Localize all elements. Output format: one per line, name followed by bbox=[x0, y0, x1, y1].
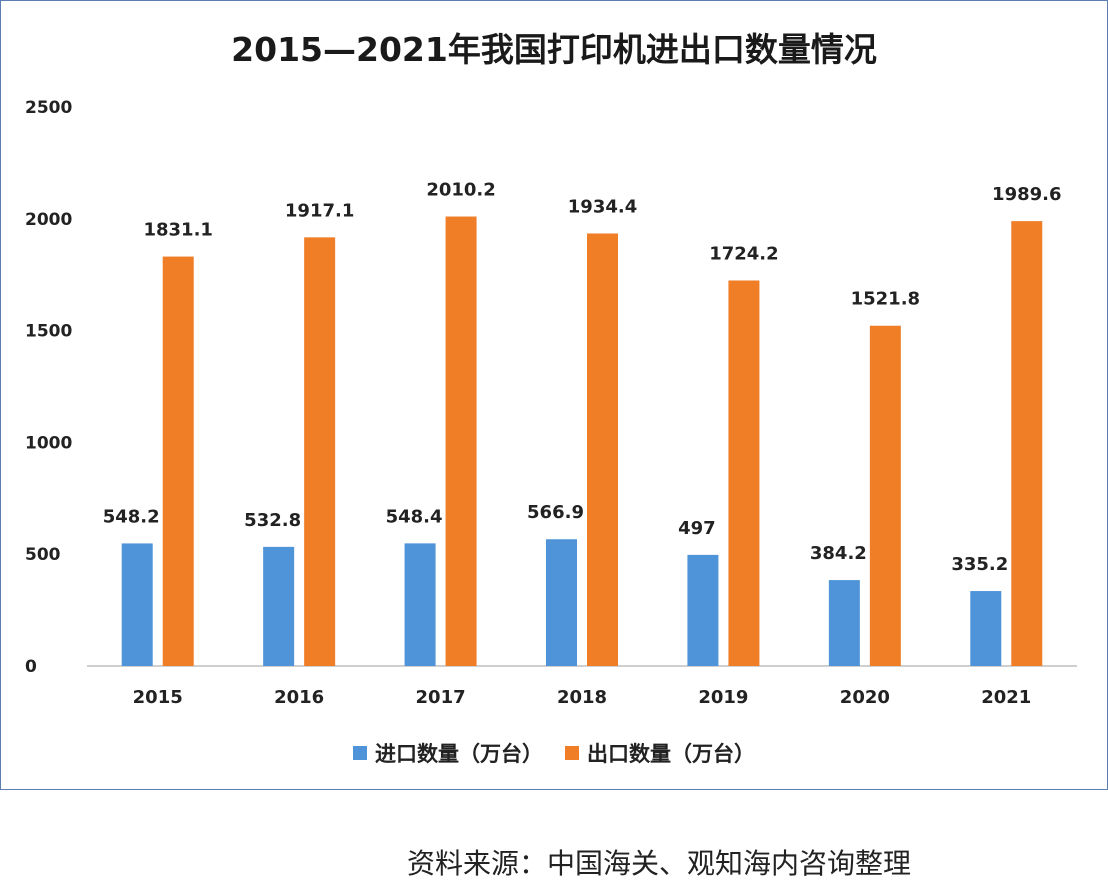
data-label: 548.2 bbox=[103, 506, 160, 527]
y-tick-label: 1000 bbox=[25, 433, 72, 453]
data-label: 497 bbox=[678, 518, 716, 539]
source-note: 资料来源：中国海关、观知海内咨询整理 bbox=[407, 847, 912, 880]
data-label: 566.9 bbox=[527, 502, 584, 523]
data-label: 335.2 bbox=[951, 554, 1008, 575]
y-tick-label: 500 bbox=[25, 545, 61, 565]
legend-label-import: 进口数量（万台） bbox=[375, 742, 543, 766]
y-tick-label: 2000 bbox=[25, 210, 72, 230]
data-label: 384.2 bbox=[810, 543, 867, 564]
x-tick-label: 2020 bbox=[840, 687, 890, 708]
legend-swatch-import bbox=[353, 746, 367, 760]
bar-import bbox=[263, 546, 295, 666]
data-label: 1917.1 bbox=[285, 200, 354, 221]
legend-swatch-export bbox=[565, 746, 579, 760]
data-label: 548.4 bbox=[386, 506, 443, 527]
bar-export bbox=[728, 280, 760, 666]
bar-import bbox=[687, 554, 719, 666]
data-label: 1521.8 bbox=[851, 289, 920, 310]
bar-export bbox=[1011, 221, 1043, 667]
x-tick-label: 2021 bbox=[981, 687, 1031, 708]
data-label: 1934.4 bbox=[568, 196, 637, 217]
bar-import bbox=[828, 580, 860, 666]
bar-import bbox=[970, 591, 1002, 666]
data-label: 1989.6 bbox=[992, 184, 1061, 205]
data-label: 1831.1 bbox=[143, 220, 212, 241]
bar-import bbox=[546, 539, 577, 666]
x-tick-label: 2019 bbox=[698, 687, 748, 708]
x-tick-label: 2016 bbox=[274, 687, 324, 708]
y-tick-label: 2500 bbox=[25, 98, 72, 118]
bar-chart: 0 500 1000 1500 2000 2500 2015 548.2 1831.1 2016 5… bbox=[25, 98, 1077, 708]
legend: 进口数量（万台） 出口数量（万台） bbox=[1, 738, 1107, 768]
bar-export bbox=[587, 233, 618, 667]
chart-frame: 2015—2021年我国打印机进出口数量情况 0 500 1000 1500 2000 2… bbox=[0, 0, 1108, 790]
bar-import bbox=[404, 543, 436, 666]
x-tick-label: 2017 bbox=[416, 687, 466, 708]
legend-item-import: 进口数量（万台） bbox=[353, 738, 543, 768]
x-tick-label: 2015 bbox=[133, 687, 183, 708]
data-label: 2010.2 bbox=[426, 180, 495, 201]
y-tick-label: 0 bbox=[25, 657, 37, 677]
bar-export bbox=[869, 325, 901, 666]
legend-item-export: 出口数量（万台） bbox=[565, 738, 755, 768]
chart-title: 2015—2021年我国打印机进出口数量情况 bbox=[231, 30, 877, 69]
data-label: 1724.2 bbox=[709, 243, 778, 264]
y-tick-label: 1500 bbox=[25, 322, 72, 342]
bar-export bbox=[304, 237, 336, 667]
bar-export bbox=[445, 216, 477, 666]
bar-import bbox=[121, 543, 153, 666]
x-tick-label: 2018 bbox=[557, 687, 607, 708]
bar-export bbox=[162, 256, 194, 666]
legend-label-export: 出口数量（万台） bbox=[587, 742, 755, 766]
data-label: 532.8 bbox=[244, 510, 301, 531]
